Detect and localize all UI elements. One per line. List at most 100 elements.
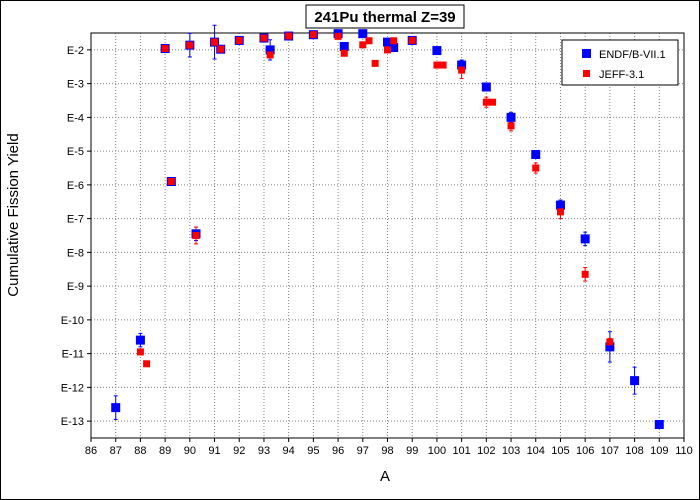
data-point-endf <box>531 150 541 159</box>
data-point-jeff <box>507 122 515 130</box>
data-point-jeff <box>235 36 243 44</box>
y-tick-label: E-6 <box>67 180 84 192</box>
data-point-jeff <box>433 61 441 69</box>
x-tick-label: 103 <box>502 445 520 457</box>
x-tick-label: 87 <box>110 445 122 457</box>
y-tick-label: E-10 <box>61 315 84 327</box>
x-tick-label: 93 <box>258 445 270 457</box>
data-point-jeff <box>439 61 447 69</box>
data-point-endf <box>630 376 640 386</box>
data-point-jeff <box>136 348 144 356</box>
data-point-jeff <box>211 38 219 46</box>
data-point-jeff <box>390 37 398 45</box>
data-point-endf <box>383 37 392 47</box>
y-tick-label: E-2 <box>67 45 84 57</box>
x-tick-label: 100 <box>428 445 446 457</box>
data-point-endf <box>555 200 565 210</box>
data-point-endf <box>358 29 368 39</box>
data-point-endf <box>580 234 590 244</box>
data-point-jeff <box>606 338 614 346</box>
data-point-jeff <box>359 41 367 49</box>
chart-title: 241Pu thermal Z=39 <box>314 9 455 26</box>
data-point-jeff <box>482 98 490 106</box>
data-point-endf <box>654 420 664 429</box>
data-point-jeff <box>340 49 348 57</box>
y-axis: E-2 E-3 E-4 E-5 E-6 E-7 E-8 E-9 E-10 E-11 E-12 E-13 <box>61 45 91 428</box>
x-tick-label: 94 <box>283 445 295 457</box>
chart-title-box: 241Pu thermal Z=39 <box>305 4 465 29</box>
data-point-endf <box>481 82 491 92</box>
legend-border <box>561 39 679 86</box>
data-point-endf <box>432 46 442 56</box>
y-tick-label: E-13 <box>61 416 84 428</box>
y-tick-label: E-7 <box>67 214 84 226</box>
data-point-jeff <box>161 45 169 53</box>
data-point-endf <box>605 342 615 352</box>
data-point-endf <box>339 42 349 51</box>
data-point-endf <box>457 60 467 70</box>
data-point-jeff <box>217 45 225 53</box>
data-point-jeff <box>186 41 194 49</box>
legend-label-endf: ENDF/B-VII.1 <box>599 49 666 61</box>
data-point-endf <box>265 45 275 55</box>
x-tick-label: 96 <box>332 445 344 457</box>
x-tick-label: 91 <box>208 445 220 457</box>
x-axis: 86 87 88 89 90 91 92 93 94 95 96 97 98 99 100 101 102 103… <box>85 438 693 457</box>
legend-marker-jeff <box>583 70 590 77</box>
data-point-jeff <box>371 59 379 67</box>
x-tick-label: 98 <box>381 445 393 457</box>
x-tick-label: 105 <box>551 445 569 457</box>
data-point-jeff <box>458 66 466 74</box>
data-point-endf <box>111 403 121 413</box>
data-point-jeff <box>408 36 416 44</box>
x-tick-label: 99 <box>406 445 418 457</box>
data-point-jeff <box>167 178 175 185</box>
legend-marker-endf <box>582 49 591 58</box>
title-border <box>305 4 465 29</box>
y-tick-label: E-9 <box>67 281 84 293</box>
data-point-jeff <box>581 270 589 278</box>
x-tick-label: 107 <box>601 445 619 457</box>
data-point-jeff <box>384 46 391 54</box>
x-tick-label: 108 <box>625 445 643 457</box>
data-markers <box>111 29 664 429</box>
legend: ENDF/B-VII.1 JEFF-3.1 <box>561 39 679 86</box>
data-point-jeff <box>143 360 151 368</box>
x-tick-label: 95 <box>307 445 319 457</box>
data-point-jeff <box>309 31 317 39</box>
x-tick-label: 110 <box>675 445 693 457</box>
x-tick-label: 86 <box>85 445 97 457</box>
data-point-jeff <box>192 232 200 239</box>
y-tick-label: E-8 <box>67 247 84 259</box>
data-point-endf <box>389 43 399 53</box>
legend-label-jeff: JEFF-3.1 <box>599 69 644 81</box>
data-point-jeff <box>266 51 274 59</box>
x-tick-label: 97 <box>357 445 369 457</box>
data-point-jeff <box>489 98 497 106</box>
y-tick-label: E-12 <box>61 382 84 394</box>
data-point-endf <box>506 112 516 122</box>
y-tick-label: E-5 <box>67 146 84 158</box>
y-axis-title: Cumulative Fission Yield <box>5 133 22 296</box>
x-tick-label: 102 <box>477 445 495 457</box>
data-point-jeff <box>532 164 540 172</box>
y-tick-label: E-4 <box>67 112 84 124</box>
y-tick-label: E-11 <box>62 349 84 361</box>
data-point-jeff <box>334 32 342 40</box>
data-point-endf <box>135 335 145 345</box>
data-point-jeff <box>365 37 373 45</box>
x-tick-label: 109 <box>650 445 668 457</box>
x-tick-label: 101 <box>452 445 470 457</box>
x-tick-label: 106 <box>576 445 594 457</box>
x-tick-label: 89 <box>159 445 171 457</box>
data-point-jeff <box>556 208 564 216</box>
x-axis-title: A <box>380 468 390 485</box>
x-tick-label: 88 <box>134 445 146 457</box>
data-point-jeff <box>285 32 293 40</box>
x-tick-label: 90 <box>184 445 196 457</box>
y-tick-label: E-3 <box>67 79 84 91</box>
data-point-jeff <box>260 34 268 42</box>
x-tick-label: 104 <box>527 445 545 457</box>
x-tick-label: 92 <box>233 445 245 457</box>
